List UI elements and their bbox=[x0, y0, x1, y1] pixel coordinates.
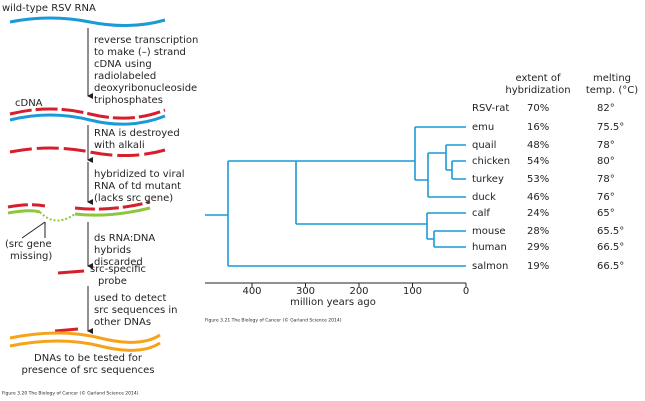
taxon-name: chicken bbox=[472, 156, 510, 167]
table-cell: 53% bbox=[527, 174, 549, 185]
step-text: RNA of td mutant bbox=[94, 181, 181, 192]
axis-tick-label: 400 bbox=[242, 286, 261, 297]
bottom-label: presence of src sequences bbox=[22, 365, 155, 376]
step-text: deoxyribonucleoside bbox=[94, 83, 197, 94]
step-text: hybridized to viral bbox=[94, 169, 184, 180]
taxon-name: human bbox=[472, 242, 507, 253]
table-cell: 28% bbox=[527, 226, 549, 237]
taxon-name: emu bbox=[472, 122, 494, 133]
rna-title: wild-type RSV RNA bbox=[2, 3, 96, 14]
missing-label: missing) bbox=[10, 251, 52, 262]
axis-label: million years ago bbox=[290, 297, 376, 308]
taxon-name: duck bbox=[472, 192, 496, 203]
step-text: RNA is destroyed bbox=[94, 128, 180, 139]
step-text: radiolabeled bbox=[94, 71, 156, 82]
step-text: with alkali bbox=[94, 140, 145, 151]
taxon-name: turkey bbox=[472, 174, 504, 185]
step-text: triphosphates bbox=[94, 95, 163, 106]
table-header: melting bbox=[593, 73, 631, 84]
table-cell: 78° bbox=[597, 174, 615, 185]
taxon-name: mouse bbox=[472, 226, 506, 237]
step-text: src sequences in bbox=[94, 305, 177, 316]
table-cell: 70% bbox=[527, 103, 549, 114]
table-cell: 46% bbox=[527, 192, 549, 203]
table-cell: 75.5° bbox=[597, 122, 624, 133]
table-cell: 29% bbox=[527, 242, 549, 253]
table-cell: 48% bbox=[527, 140, 549, 151]
table-cell: 82° bbox=[597, 103, 615, 114]
missing-label: (src gene bbox=[5, 239, 52, 250]
step-text: cDNA using bbox=[94, 59, 152, 70]
table-cell: 16% bbox=[527, 122, 549, 133]
axis-tick-label: 0 bbox=[463, 286, 469, 297]
table-cell: 76° bbox=[597, 192, 615, 203]
figure-page: wild-type RSV RNA cDNA (src gene missing… bbox=[0, 0, 645, 401]
step-text: discarded bbox=[94, 257, 143, 268]
axis-tick-label: 100 bbox=[403, 286, 422, 297]
step-text: (lacks src gene) bbox=[94, 193, 173, 204]
caption: Figure 3.20 The Biology of Cancer (© Gar… bbox=[2, 390, 139, 397]
taxon-name: salmon bbox=[472, 261, 508, 272]
taxon-name: calf bbox=[472, 208, 490, 219]
table-cell: 65° bbox=[597, 208, 615, 219]
table-cell: 66.5° bbox=[597, 242, 624, 253]
axis-tick-label: 200 bbox=[349, 286, 368, 297]
probe-label: probe bbox=[98, 276, 127, 287]
cdna-label: cDNA bbox=[15, 98, 43, 109]
table-cell: 80° bbox=[597, 156, 615, 167]
table-cell: 19% bbox=[527, 261, 549, 272]
table-header: hybridization bbox=[505, 85, 570, 96]
taxon-name: RSV-rat bbox=[472, 103, 509, 114]
table-cell: 65.5° bbox=[597, 226, 624, 237]
bottom-label: DNAs to be tested for bbox=[34, 353, 143, 364]
taxon-name: quail bbox=[472, 140, 496, 151]
axis-tick-label: 300 bbox=[296, 286, 315, 297]
step-text: hybrids bbox=[94, 245, 131, 256]
table-cell: 78° bbox=[597, 140, 615, 151]
table-header: temp. (°C) bbox=[586, 85, 638, 96]
table-cell: 54% bbox=[527, 156, 549, 167]
step-text: ds RNA:DNA bbox=[94, 233, 155, 244]
table-header: extent of bbox=[515, 73, 561, 84]
caption: Figure 3.21 The Biology of Cancer (© Gar… bbox=[205, 317, 342, 324]
phylo-tree bbox=[205, 108, 466, 283]
step-text: used to detect bbox=[94, 293, 167, 304]
step-text: other DNAs bbox=[94, 317, 151, 328]
step-text: reverse transcription bbox=[94, 35, 198, 46]
table-cell: 24% bbox=[527, 208, 549, 219]
step-text: to make (–) strand bbox=[94, 47, 186, 58]
table-cell: 66.5° bbox=[597, 261, 624, 272]
